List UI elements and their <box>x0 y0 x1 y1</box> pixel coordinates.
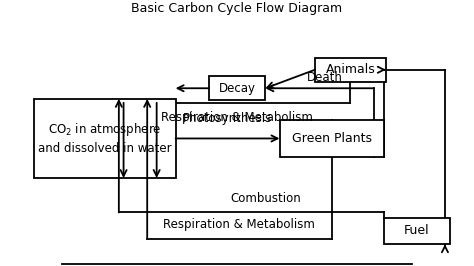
FancyBboxPatch shape <box>34 99 175 178</box>
Text: Combustion: Combustion <box>230 192 301 205</box>
Text: Green Plants: Green Plants <box>292 132 372 145</box>
FancyBboxPatch shape <box>315 58 386 82</box>
Text: Decay: Decay <box>219 82 255 95</box>
Text: Death: Death <box>307 71 342 84</box>
Text: Photosynthesis: Photosynthesis <box>183 112 272 125</box>
Text: CO$_2$ in atmosphere
and dissolved in water: CO$_2$ in atmosphere and dissolved in wa… <box>38 122 172 155</box>
Text: Respiration & Metabolism: Respiration & Metabolism <box>164 218 315 231</box>
FancyBboxPatch shape <box>209 76 265 100</box>
Text: Respiration & Metabolism: Respiration & Metabolism <box>161 111 313 124</box>
Text: Fuel: Fuel <box>404 225 429 238</box>
Text: Animals: Animals <box>326 63 375 76</box>
Text: Basic Carbon Cycle Flow Diagram: Basic Carbon Cycle Flow Diagram <box>131 2 343 15</box>
FancyBboxPatch shape <box>280 120 383 157</box>
FancyBboxPatch shape <box>383 218 450 244</box>
